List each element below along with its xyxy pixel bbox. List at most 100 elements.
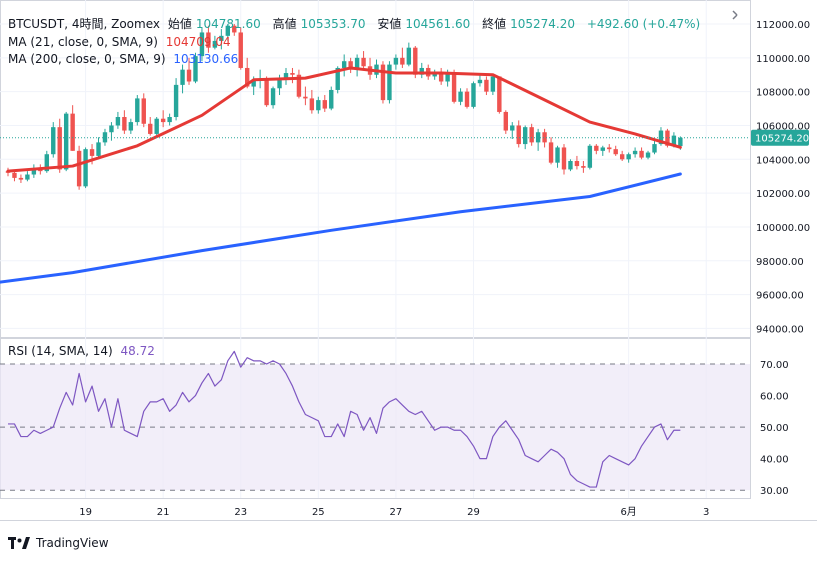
candle-body[interactable] (432, 73, 437, 77)
candle-body[interactable] (309, 98, 315, 111)
candle-body[interactable] (51, 127, 56, 155)
candle-body[interactable] (406, 47, 412, 65)
candle-body[interactable] (354, 57, 360, 70)
legend-symbol[interactable]: BTCUSDT, 4時間, Zoomex (8, 17, 160, 31)
candle-body[interactable] (438, 73, 444, 82)
candle-body[interactable] (548, 142, 554, 163)
candle-body[interactable] (529, 127, 534, 143)
candle-body[interactable] (180, 69, 185, 85)
tradingview-brand[interactable]: TradingView (8, 536, 109, 550)
candle-body[interactable] (671, 135, 677, 146)
candle-body[interactable] (619, 154, 625, 160)
collapse-chevron-icon[interactable] (732, 10, 738, 20)
candle-body[interactable] (316, 100, 321, 111)
candle-body[interactable] (199, 32, 205, 57)
candle-body[interactable] (490, 76, 496, 92)
candle-body[interactable] (212, 40, 218, 48)
ma200-line[interactable] (0, 172, 682, 318)
candle-body[interactable] (206, 32, 211, 48)
candle-body[interactable] (607, 147, 612, 150)
candle-body[interactable] (445, 73, 450, 82)
candle-body[interactable] (652, 144, 657, 153)
candle-body[interactable] (678, 137, 683, 147)
candle-body[interactable] (193, 56, 198, 82)
candle-body[interactable] (665, 130, 670, 146)
candle-body[interactable] (458, 91, 463, 102)
candle-body[interactable] (393, 57, 399, 65)
candle-body[interactable] (510, 125, 515, 131)
candle-body[interactable] (451, 73, 457, 102)
candle-body[interactable] (497, 76, 502, 112)
candle-body[interactable] (283, 73, 289, 79)
candle-body[interactable] (264, 79, 269, 106)
candle-body[interactable] (135, 98, 140, 123)
candle-body[interactable] (160, 118, 166, 123)
candle-body[interactable] (232, 25, 237, 33)
candle-body[interactable] (484, 79, 489, 92)
candle-body[interactable] (31, 169, 37, 175)
legend-rsi[interactable]: RSI (14, SMA, 14) 48.72 (8, 344, 155, 358)
candle-body[interactable] (109, 125, 114, 133)
candle-body[interactable] (296, 74, 302, 97)
candle-body[interactable] (639, 150, 644, 158)
candle-body[interactable] (516, 125, 521, 145)
candle-body[interactable] (89, 149, 95, 156)
candle-body[interactable] (245, 67, 250, 87)
candle-body[interactable] (70, 113, 75, 151)
candle-body[interactable] (626, 154, 631, 160)
candle-body[interactable] (270, 88, 276, 106)
candle-body[interactable] (535, 132, 541, 143)
candle-body[interactable] (329, 89, 334, 109)
candle-body[interactable] (154, 118, 159, 134)
candle-body[interactable] (419, 67, 424, 75)
legend-ma21[interactable]: MA (21, close, 0, SMA, 9) 104709.04 (8, 35, 231, 49)
candle-body[interactable] (645, 152, 651, 158)
candle-body[interactable] (613, 149, 618, 155)
candle-body[interactable] (141, 98, 146, 124)
candle-body[interactable] (477, 79, 483, 84)
candle-body[interactable] (587, 145, 593, 168)
candle-body[interactable] (322, 100, 327, 109)
candle-body[interactable] (251, 79, 256, 87)
candle-body[interactable] (387, 64, 392, 101)
candle-body[interactable] (167, 117, 172, 123)
candle-body[interactable] (348, 61, 353, 70)
candle-body[interactable] (122, 117, 127, 131)
ma21-line[interactable] (6, 66, 682, 173)
candle-body[interactable] (341, 61, 347, 68)
candle-body[interactable] (277, 78, 282, 89)
candle-body[interactable] (400, 57, 405, 65)
candle-body[interactable] (600, 147, 605, 151)
candle-body[interactable] (290, 73, 295, 75)
candle-body[interactable] (238, 32, 243, 68)
candle-body[interactable] (12, 172, 17, 178)
candle-body[interactable] (148, 123, 153, 134)
candle-body[interactable] (44, 154, 49, 172)
candle-body[interactable] (380, 64, 386, 101)
candle-body[interactable] (38, 169, 43, 172)
candle-body[interactable] (76, 150, 82, 187)
candle-body[interactable] (102, 132, 108, 143)
candle-body[interactable] (568, 160, 573, 170)
candle-body[interactable] (574, 160, 580, 167)
candle-body[interactable] (219, 35, 224, 41)
legend-ma200[interactable]: MA (200, close, 0, SMA, 9) 103130.66 (8, 52, 239, 66)
candle-body[interactable] (173, 84, 179, 118)
candle-body[interactable] (186, 69, 192, 82)
candle-body[interactable] (464, 91, 470, 107)
candle-body[interactable] (632, 150, 638, 155)
candle-body[interactable] (555, 147, 560, 163)
candle-body[interactable] (96, 142, 101, 156)
candle-body[interactable] (303, 96, 308, 99)
candle-body[interactable] (542, 132, 547, 143)
candle-body[interactable] (335, 67, 340, 90)
candle-body[interactable] (225, 25, 231, 36)
candle-body[interactable] (83, 149, 88, 187)
candle-body[interactable] (413, 47, 418, 75)
candle-body[interactable] (361, 57, 366, 67)
candle-body[interactable] (594, 145, 599, 151)
candle-body[interactable] (561, 147, 567, 170)
candle-body[interactable] (18, 177, 24, 180)
candle-body[interactable] (57, 127, 62, 170)
